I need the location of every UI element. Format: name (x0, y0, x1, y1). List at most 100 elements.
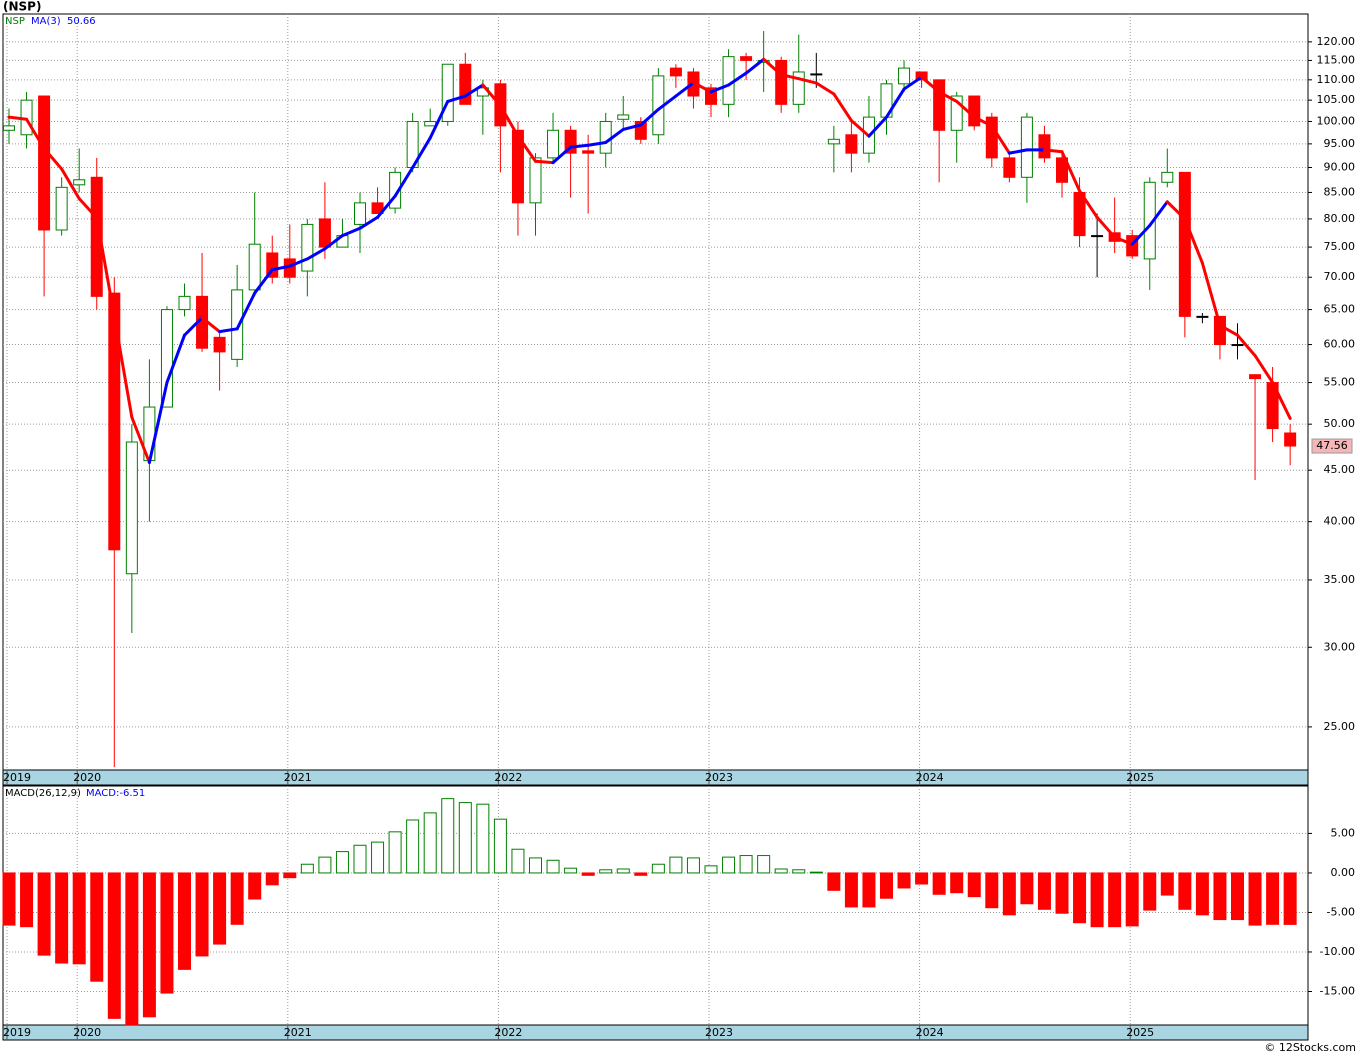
macd-bar (37, 872, 51, 956)
x-tick-label: 2024 (916, 771, 944, 784)
macd-bar (564, 867, 578, 874)
candle-body (371, 202, 384, 214)
candle-body (705, 87, 717, 105)
ma-line (165, 333, 186, 385)
ma-line (744, 57, 766, 75)
macd-bar (371, 841, 385, 874)
macd-bar (283, 872, 297, 879)
ma-line (147, 381, 169, 464)
x-tick-label: 2023 (705, 771, 733, 784)
ma-line (358, 215, 380, 230)
candle-body (178, 295, 191, 311)
y-tick-label: 65.00 (1324, 303, 1356, 316)
ma-line (446, 94, 467, 103)
ma-line (709, 83, 731, 94)
y-tick-label: 115.00 (1317, 53, 1356, 66)
ma-line (1253, 354, 1275, 385)
y-tick-label: 95.00 (1324, 137, 1356, 150)
macd-bar (757, 855, 771, 874)
y-tick-label: 90.00 (1324, 160, 1356, 173)
ma-line (849, 119, 871, 138)
macd-bar (476, 803, 490, 874)
macd-bar (792, 869, 806, 874)
ma-line (885, 87, 906, 119)
candle-body (1284, 432, 1297, 447)
candle-body (1003, 157, 1016, 178)
macd-bar (915, 872, 929, 885)
ma-line (1078, 189, 1099, 219)
macd-bar (686, 857, 700, 874)
macd-bar (90, 872, 104, 982)
macd-bar (1231, 872, 1244, 921)
y-tick-label: 55.00 (1324, 376, 1356, 389)
macd-bar (72, 872, 86, 965)
macd-bar (704, 865, 718, 874)
ma-line (691, 81, 713, 94)
candle-body (898, 67, 911, 85)
ma-line (674, 81, 695, 98)
macd-bar (985, 872, 999, 909)
ma-line (340, 226, 362, 238)
macd-bar (722, 856, 736, 874)
legend-ma-value: 50.66 (67, 16, 96, 27)
macd-bar (1020, 872, 1034, 905)
y-tick-label: 105.00 (1317, 93, 1356, 106)
candle-body (792, 71, 805, 105)
y-tick-label: 0.00 (1331, 866, 1356, 879)
macd-bar (248, 872, 262, 900)
candle-body (740, 56, 753, 61)
macd-bar (388, 831, 402, 874)
candle-body (248, 243, 261, 291)
ma-line (95, 216, 116, 318)
macd-bar (1037, 872, 1051, 910)
ma-line (235, 291, 257, 331)
candle-body (38, 95, 51, 231)
candle-body (617, 114, 630, 120)
candle-body (73, 179, 86, 186)
candle-body (3, 125, 15, 131)
date-band (2, 1024, 1309, 1041)
candle-body (669, 67, 682, 77)
candle-body (231, 289, 244, 360)
candle-body (810, 73, 823, 76)
macd-bar (353, 844, 367, 874)
macd-bar (1248, 872, 1262, 926)
ma-line (779, 73, 801, 81)
macd-bar (1213, 872, 1227, 921)
x-tick-label: 2025 (1126, 771, 1154, 784)
y-tick-label: 30.00 (1324, 640, 1356, 653)
ma-line (639, 107, 660, 127)
last-price-box (1311, 438, 1353, 454)
ma-line (463, 83, 485, 98)
ma-line (498, 104, 520, 138)
ma-line (990, 124, 1011, 155)
y-tick-label: 100.00 (1317, 114, 1356, 127)
ma-line (920, 75, 941, 94)
candle-body (722, 56, 735, 105)
ma-line (305, 247, 327, 261)
macd-bar (300, 863, 314, 874)
ma-line (516, 134, 537, 163)
x-tick-label: 2025 (1126, 1026, 1154, 1039)
candle-body (985, 116, 998, 159)
ma-line (183, 316, 204, 337)
ma-line (1060, 150, 1082, 193)
candle-body (125, 441, 138, 575)
ma-line (832, 92, 853, 123)
ma-line (393, 165, 415, 198)
macd-bar (55, 872, 69, 964)
legend-symbol: NSP (5, 16, 25, 27)
macd-bar (616, 868, 630, 874)
macd-bar (1266, 872, 1280, 925)
ma-line (727, 71, 748, 87)
candle-body (213, 336, 226, 353)
footer: © 12Stocks.com (1264, 1041, 1356, 1054)
macd-bar (1160, 872, 1174, 896)
ma-line (902, 75, 924, 91)
y-tick-label: 85.00 (1324, 185, 1356, 198)
ma-line (200, 316, 222, 334)
y-tick-label: 25.00 (1324, 720, 1356, 733)
x-tick-label: 2023 (705, 1026, 733, 1039)
macd-bar (967, 872, 981, 898)
